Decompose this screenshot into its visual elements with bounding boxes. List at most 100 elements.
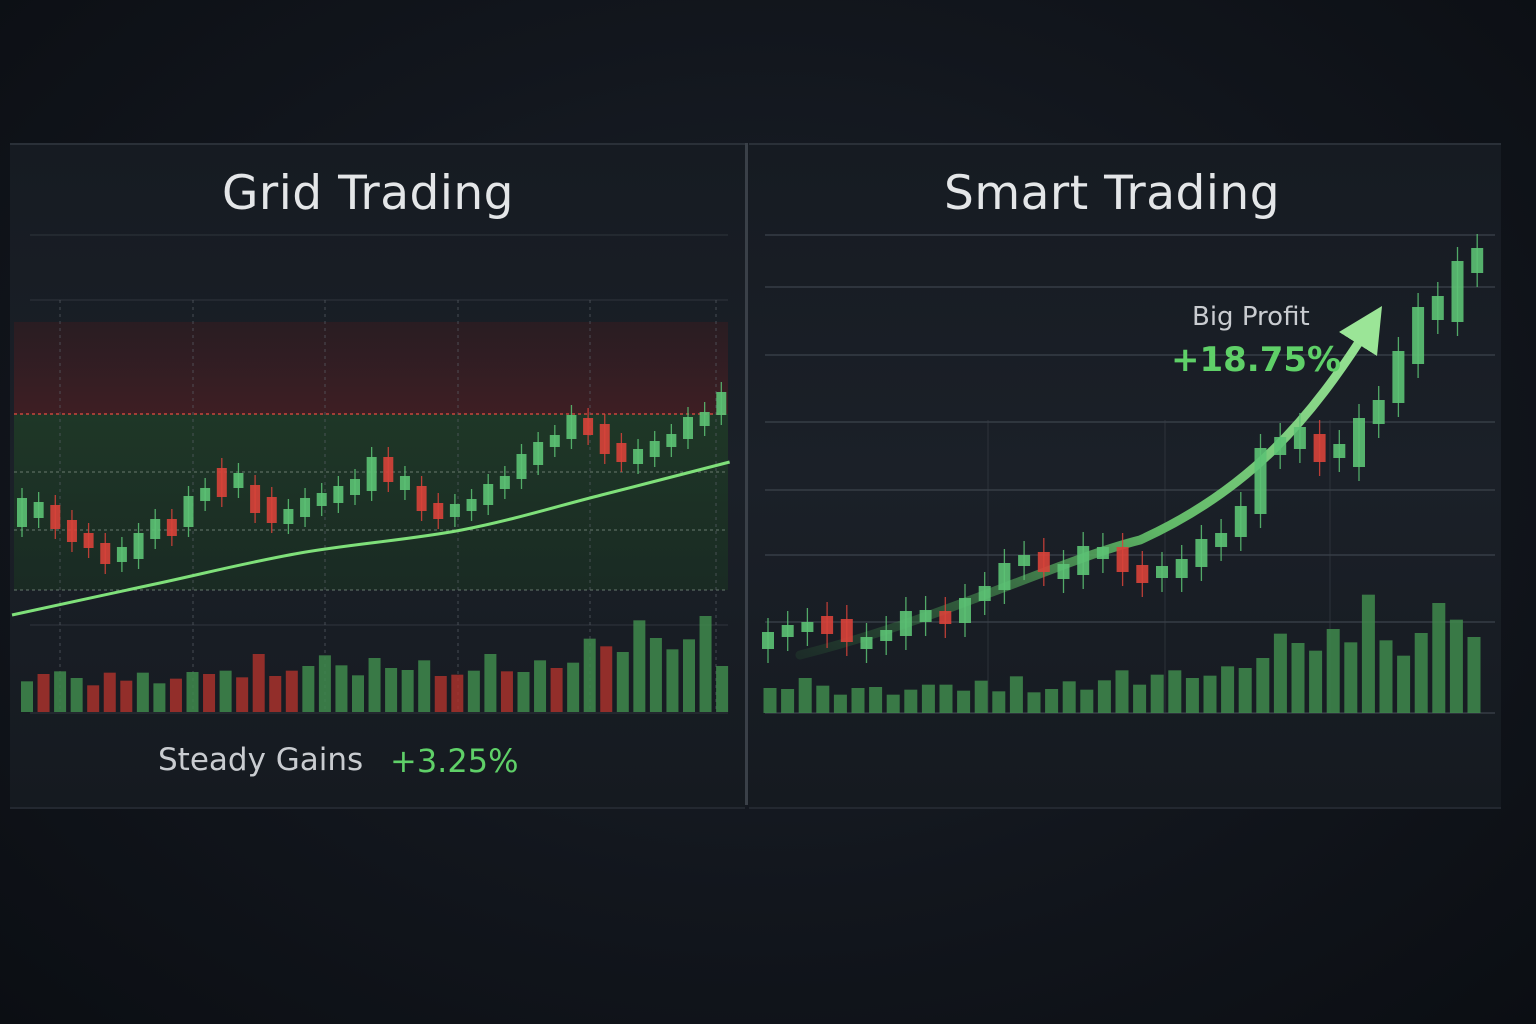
candle-down bbox=[1116, 547, 1129, 572]
volume-bar bbox=[833, 694, 847, 713]
volume-bar bbox=[1309, 650, 1323, 713]
volume-bar bbox=[1397, 655, 1411, 713]
candle-up bbox=[716, 392, 727, 415]
volume-bar bbox=[1062, 681, 1076, 713]
volume-bar bbox=[37, 674, 50, 712]
volume-bar bbox=[1361, 594, 1375, 713]
volume-bar bbox=[583, 638, 596, 712]
volume-bar bbox=[1273, 633, 1287, 713]
volume-bar bbox=[385, 668, 398, 712]
volume-bar bbox=[1080, 689, 1094, 713]
volume-bar bbox=[1291, 643, 1305, 713]
trend-line bbox=[11, 460, 730, 617]
candle-up bbox=[1451, 261, 1464, 322]
right-volume-bars bbox=[763, 594, 1481, 713]
volume-bar bbox=[318, 655, 331, 712]
candle-up bbox=[1077, 546, 1090, 575]
volume-bar bbox=[1256, 658, 1270, 713]
candle-up bbox=[533, 442, 544, 465]
candle-up bbox=[880, 630, 893, 641]
candle-up bbox=[1215, 533, 1228, 547]
volume-bar bbox=[974, 680, 988, 713]
candle-down bbox=[599, 424, 610, 454]
candle-down bbox=[1136, 565, 1149, 583]
volume-bar bbox=[1168, 670, 1182, 713]
candle-up bbox=[899, 611, 912, 636]
candle-up bbox=[283, 509, 294, 524]
candle-down bbox=[383, 457, 394, 482]
candle-down bbox=[66, 520, 77, 542]
volume-bar bbox=[851, 688, 865, 713]
candle-up bbox=[1175, 559, 1188, 578]
volume-bar bbox=[699, 616, 712, 712]
candle-up bbox=[33, 502, 44, 518]
volume-bar bbox=[285, 670, 298, 712]
volume-bar bbox=[500, 671, 513, 712]
candle-down bbox=[433, 503, 444, 519]
candle-up bbox=[1018, 555, 1031, 566]
candle-up bbox=[801, 622, 814, 632]
candle-up bbox=[1274, 437, 1287, 455]
volume-bar bbox=[203, 674, 216, 712]
volume-bar bbox=[120, 680, 133, 712]
candle-down bbox=[939, 611, 952, 624]
candle-up bbox=[499, 476, 510, 489]
volume-bar bbox=[169, 678, 182, 712]
sell-zone bbox=[14, 322, 728, 414]
candle-up bbox=[233, 473, 244, 488]
volume-bar bbox=[1326, 629, 1340, 713]
candle-up bbox=[1234, 506, 1247, 537]
candle-up bbox=[150, 519, 161, 539]
candle-up bbox=[1353, 418, 1365, 467]
volume-bar bbox=[666, 649, 679, 712]
volume-bar bbox=[633, 620, 646, 712]
candle-down bbox=[83, 533, 94, 548]
volume-bar bbox=[886, 694, 900, 713]
candle-up bbox=[366, 457, 377, 491]
candle-up bbox=[399, 476, 410, 490]
volume-bar bbox=[716, 666, 729, 712]
smart-trading-title: Smart Trading bbox=[944, 166, 1281, 221]
candle-up bbox=[300, 498, 311, 517]
panel-divider bbox=[745, 143, 748, 805]
candle-up bbox=[1096, 547, 1109, 559]
volume-bar bbox=[484, 654, 497, 712]
left-volume-bars bbox=[21, 616, 729, 712]
candle-up bbox=[683, 417, 693, 439]
volume-bar bbox=[1449, 619, 1463, 713]
grid-trading-title: Grid Trading bbox=[222, 166, 515, 221]
volume-bar bbox=[1150, 674, 1164, 713]
candle-up bbox=[699, 412, 710, 426]
volume-bar bbox=[904, 689, 918, 713]
candle-up bbox=[133, 533, 144, 559]
candle-down bbox=[1037, 552, 1050, 572]
volume-bar bbox=[103, 672, 116, 712]
candle-up bbox=[1195, 539, 1208, 567]
big-profit-label: Big Profit bbox=[1192, 302, 1310, 332]
candle-up bbox=[1293, 427, 1306, 449]
candle-up bbox=[466, 499, 477, 511]
candle-down bbox=[616, 443, 627, 462]
volume-bar bbox=[1009, 676, 1023, 713]
volume-bar bbox=[302, 666, 315, 712]
candle-up bbox=[17, 498, 27, 527]
volume-bar bbox=[649, 638, 662, 712]
volume-bar bbox=[467, 670, 480, 712]
volume-bar bbox=[869, 687, 883, 713]
volume-bar bbox=[418, 660, 431, 712]
candle-down bbox=[416, 486, 427, 511]
candle-up bbox=[1431, 296, 1444, 320]
candle-up bbox=[350, 479, 360, 495]
volume-bar bbox=[921, 684, 935, 713]
volume-bar bbox=[1344, 642, 1358, 713]
candle-up bbox=[1254, 448, 1267, 514]
volume-bar bbox=[1467, 637, 1481, 713]
volume-bar bbox=[1221, 666, 1235, 713]
candle-up bbox=[116, 547, 127, 562]
candle-up bbox=[566, 415, 577, 439]
volume-bar bbox=[401, 670, 414, 712]
volume-bar bbox=[236, 677, 249, 712]
candle-down bbox=[1313, 434, 1326, 462]
candle-up bbox=[978, 586, 991, 601]
